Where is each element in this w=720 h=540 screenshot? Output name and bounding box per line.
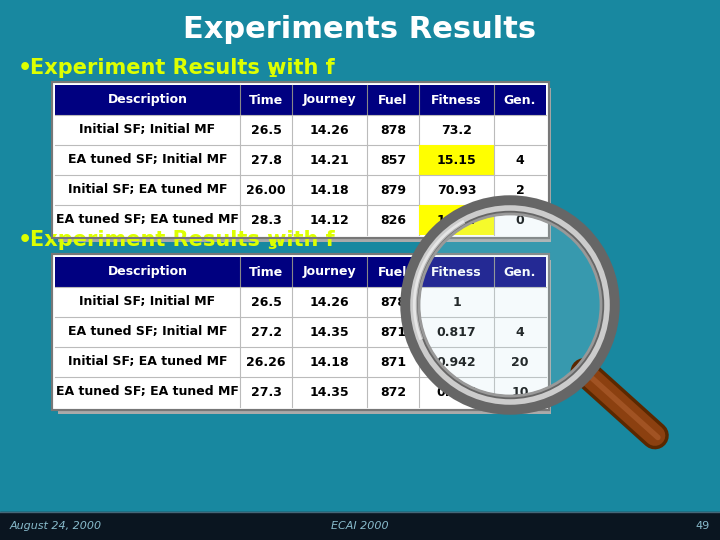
Text: EA tuned SF; EA tuned MF: EA tuned SF; EA tuned MF [56, 213, 239, 226]
Text: ECAI 2000: ECAI 2000 [331, 521, 389, 531]
Bar [55, 257, 546, 287]
Text: 15.15: 15.15 [436, 153, 477, 166]
Text: 0.817: 0.817 [437, 326, 477, 339]
Bar [58, 260, 551, 414]
Text: 871: 871 [380, 355, 406, 368]
Text: Fitness: Fitness [431, 93, 482, 106]
Text: Experiment Results with f: Experiment Results with f [30, 58, 335, 78]
Bar [55, 287, 546, 317]
Text: 70.93: 70.93 [437, 184, 476, 197]
Text: 27.3: 27.3 [251, 386, 282, 399]
Text: EA tuned SF; EA tuned MF: EA tuned SF; EA tuned MF [56, 386, 239, 399]
Text: 2: 2 [516, 184, 524, 197]
Text: 0.817: 0.817 [437, 386, 477, 399]
Text: Description: Description [107, 93, 187, 106]
Text: 871: 871 [380, 326, 406, 339]
Text: Initial SF; EA tuned MF: Initial SF; EA tuned MF [68, 184, 228, 197]
Text: 3: 3 [267, 238, 276, 252]
Text: 879: 879 [380, 184, 406, 197]
Bar [0, 512, 720, 540]
Text: •: • [18, 230, 32, 250]
Text: Description: Description [107, 266, 187, 279]
Bar [55, 347, 546, 377]
Bar [55, 85, 546, 115]
Bar [52, 82, 549, 238]
Text: 27.2: 27.2 [251, 326, 282, 339]
Bar [52, 254, 549, 410]
Text: Gen.: Gen. [504, 93, 536, 106]
Text: 857: 857 [380, 153, 406, 166]
Text: Journey: Journey [302, 93, 356, 106]
Circle shape [417, 212, 603, 398]
Text: 73.2: 73.2 [441, 124, 472, 137]
Text: 4: 4 [516, 153, 524, 166]
Text: 14.26: 14.26 [310, 295, 349, 308]
Text: Initial SF; EA tuned MF: Initial SF; EA tuned MF [68, 355, 228, 368]
Text: 26.26: 26.26 [246, 355, 286, 368]
Text: August 24, 2000: August 24, 2000 [10, 521, 102, 531]
Bar [58, 88, 551, 242]
Text: Time: Time [249, 93, 283, 106]
Text: Experiment Results with f: Experiment Results with f [30, 230, 335, 250]
Text: 0.942: 0.942 [437, 355, 477, 368]
Text: Gen.: Gen. [504, 266, 536, 279]
Text: Initial SF; Initial MF: Initial SF; Initial MF [79, 295, 215, 308]
Text: 26.00: 26.00 [246, 184, 286, 197]
Text: 1: 1 [452, 295, 461, 308]
Bar [55, 377, 546, 407]
Text: 14.64: 14.64 [437, 213, 477, 226]
Text: 878: 878 [380, 295, 406, 308]
Text: 0: 0 [516, 213, 524, 226]
Text: 14.26: 14.26 [310, 124, 349, 137]
Text: Fitness: Fitness [431, 266, 482, 279]
Text: 14.21: 14.21 [310, 153, 349, 166]
Text: 14.18: 14.18 [310, 355, 349, 368]
Text: 872: 872 [380, 386, 406, 399]
Text: 27.8: 27.8 [251, 153, 282, 166]
Text: Fuel: Fuel [378, 93, 408, 106]
Text: 26.5: 26.5 [251, 124, 282, 137]
Text: 26.5: 26.5 [251, 295, 282, 308]
Text: EA tuned SF; Initial MF: EA tuned SF; Initial MF [68, 326, 228, 339]
Bar [55, 175, 546, 205]
Bar [419, 205, 494, 235]
Text: 4: 4 [516, 326, 524, 339]
Bar [55, 115, 546, 145]
Text: 826: 826 [380, 213, 406, 226]
Text: 20: 20 [511, 355, 528, 368]
Text: Experiments Results: Experiments Results [184, 16, 536, 44]
Text: 28.3: 28.3 [251, 213, 282, 226]
Bar [419, 145, 494, 175]
Text: Fuel: Fuel [378, 266, 408, 279]
Text: 49: 49 [696, 521, 710, 531]
Bar [52, 254, 549, 410]
Text: 878: 878 [380, 124, 406, 137]
Bar [55, 205, 546, 235]
Bar [52, 82, 549, 238]
Text: 14.18: 14.18 [310, 184, 349, 197]
Text: EA tuned SF; Initial MF: EA tuned SF; Initial MF [68, 153, 228, 166]
Text: 1: 1 [267, 66, 276, 80]
Bar [55, 145, 546, 175]
Bar [55, 317, 546, 347]
Text: 10: 10 [511, 386, 528, 399]
Text: 14.35: 14.35 [310, 326, 349, 339]
Text: Journey: Journey [302, 266, 356, 279]
Text: •: • [18, 58, 32, 78]
Text: 14.12: 14.12 [310, 213, 349, 226]
Text: Initial SF; Initial MF: Initial SF; Initial MF [79, 124, 215, 137]
Text: 14.35: 14.35 [310, 386, 349, 399]
Text: Time: Time [249, 266, 283, 279]
